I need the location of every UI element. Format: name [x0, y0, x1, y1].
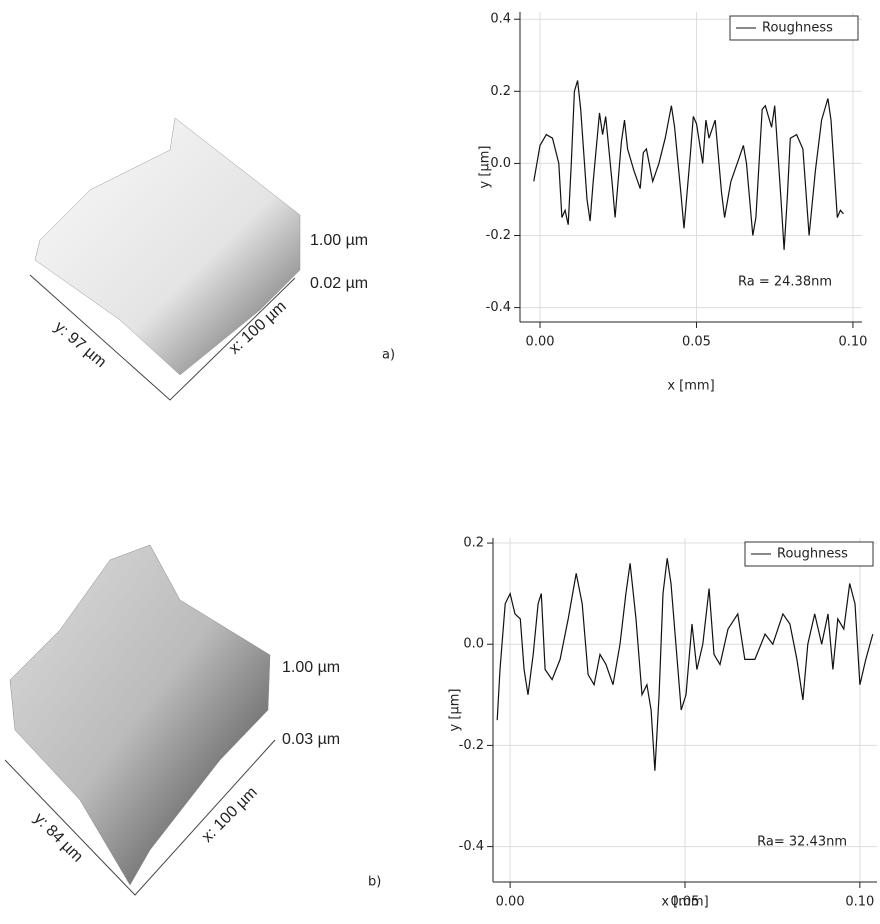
y-tick-label: -0.2: [486, 228, 511, 243]
x-tick-label: 0.00: [496, 895, 525, 910]
annotation: Ra= 32.43nm: [757, 835, 847, 850]
x-tick-label: 0.05: [671, 895, 700, 910]
roughness-line: [533, 80, 844, 250]
legend-label: Roughness: [762, 21, 833, 36]
y-tick-label: -0.2: [459, 738, 484, 753]
annotation: Ra = 24.38nm: [738, 275, 832, 290]
box-edge: [4, 739, 276, 896]
line-chart: -0.4 -0.2 0.0 0.2 0.00 0.05 0.10 x [mm] y [µm] Ro…: [368, 536, 877, 910]
legend-label: Roughness: [777, 547, 848, 562]
y-size: y: 97 µm: [51, 318, 109, 371]
x-size: x: 100 µm: [199, 784, 261, 846]
z-bottom: 0.03 µm: [282, 731, 340, 748]
x-tick-label: 0.05: [682, 335, 711, 350]
surface-image: [34, 117, 301, 376]
panel-label: b): [368, 875, 381, 890]
line-chart: -0.4 -0.2 0.0 0.2 0.4 0.00 0.05 0.10 x [mm] y [µm…: [382, 12, 867, 394]
y-tick-label: 0.2: [463, 536, 484, 551]
x-tick-label: 0.00: [526, 335, 555, 350]
x-axis-title: x [mm]: [667, 379, 714, 394]
y-axis-title: y [µm]: [448, 689, 463, 732]
y-tick-label: 0.0: [463, 637, 484, 652]
y-tick-label: 0.4: [490, 12, 511, 27]
surface-b: 1.00 µm 0.03 µm y: 84 µm x: 100 µm: [4, 544, 340, 896]
y-tick-label: -0.4: [459, 839, 484, 854]
panel-label: a): [382, 348, 395, 363]
y-tick-label: -0.4: [486, 300, 511, 315]
surface-image: [9, 544, 271, 886]
roughness-line: [496, 558, 874, 771]
x-tick-label: 0.10: [838, 335, 867, 350]
z-bottom: 0.02 µm: [310, 275, 368, 292]
x-tick-label: 0.10: [845, 895, 874, 910]
z-top: 1.00 µm: [310, 232, 368, 249]
z-top: 1.00 µm: [282, 659, 340, 676]
y-tick-label: 0.0: [490, 156, 511, 171]
y-tick-label: 0.2: [490, 84, 511, 99]
box-edge: [29, 274, 296, 401]
x-axis-title: x [mm]: [661, 895, 708, 910]
surface-a: 1.00 µm 0.02 µm y: 97 µm x: 100 µm: [29, 117, 368, 401]
y-axis-title: y [µm]: [478, 146, 493, 189]
y-size: y: 84 µm: [30, 810, 86, 866]
